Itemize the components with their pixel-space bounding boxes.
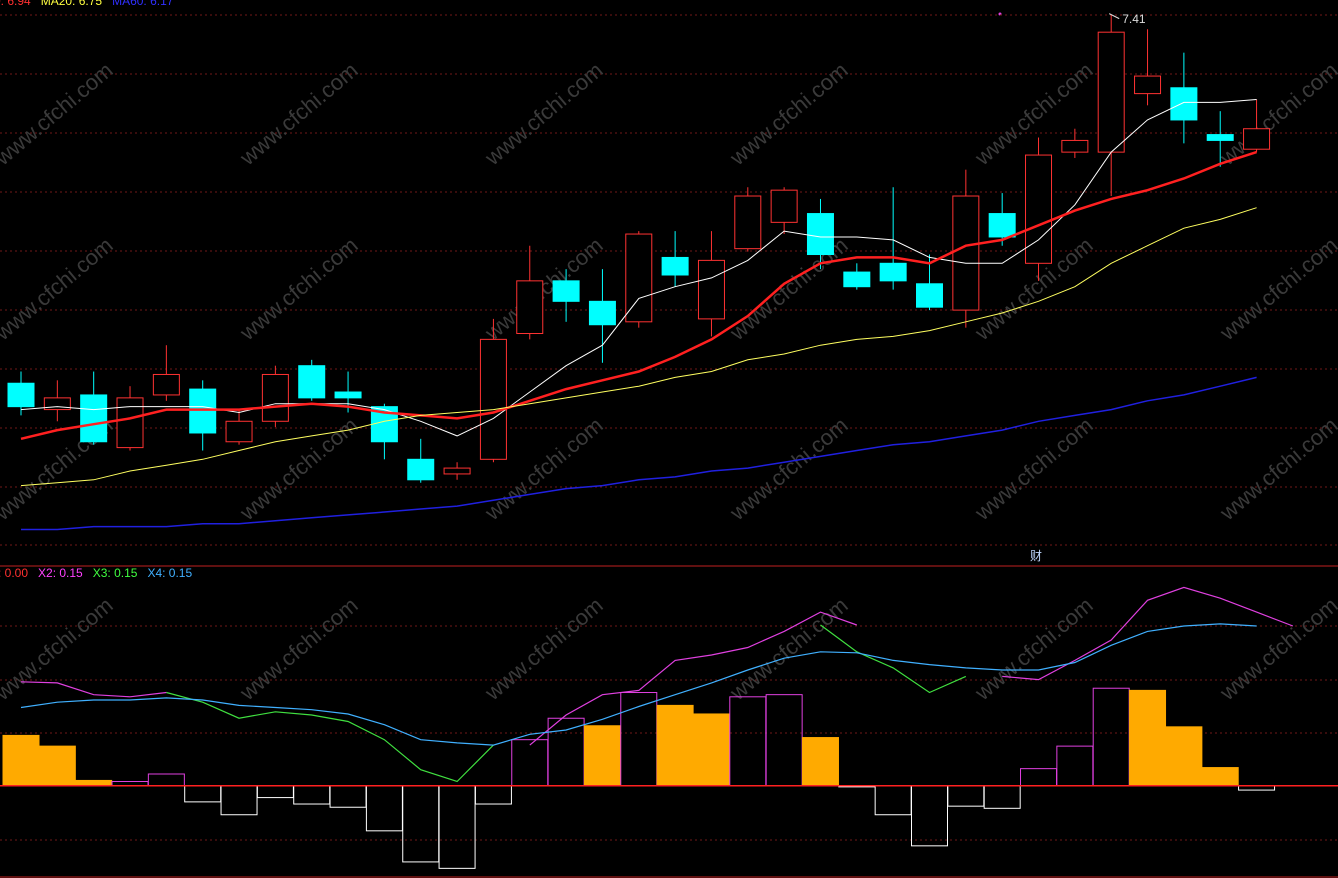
candle-body: [407, 458, 435, 481]
histogram-bar: [1201, 767, 1239, 787]
histogram-bar: [1129, 689, 1167, 787]
candle-body: [952, 195, 980, 311]
candle-body: [552, 280, 580, 302]
histogram-bar: [583, 725, 621, 787]
legend-entry: X2: 0.15: [38, 566, 83, 580]
indicator-line: [20, 623, 1257, 746]
candle-body: [43, 397, 71, 411]
legend-entry: 0: 6.94: [0, 0, 31, 8]
ma-line: [20, 207, 1257, 487]
candle-body: [1170, 87, 1198, 121]
histogram-bar: [656, 704, 694, 787]
candle-body: [116, 397, 144, 449]
ma-line: [21, 376, 1257, 531]
candle-body: [516, 280, 544, 335]
candle-body: [988, 213, 1016, 238]
candle-body: [1243, 128, 1271, 150]
candle-body: [697, 259, 725, 320]
finance-mark: 财: [1030, 549, 1042, 563]
histogram-bar: [1165, 726, 1203, 787]
candle-body: [152, 373, 180, 396]
candle-body: [443, 467, 471, 475]
candle-body: [916, 283, 943, 308]
legend-entry: : 0.00: [0, 566, 28, 580]
histogram-bar: [75, 779, 113, 787]
ma-line: [20, 150, 1257, 441]
high-label: 7.41: [1122, 12, 1146, 26]
histogram-bar: [38, 745, 76, 787]
candle-body: [225, 420, 253, 443]
candle-body: [7, 382, 35, 408]
candle-body: [298, 365, 326, 399]
candle-body: [806, 213, 834, 256]
candle-body: [734, 195, 762, 250]
candle-body: [1097, 31, 1125, 153]
histogram-bar: [2, 734, 40, 787]
candle-body: [843, 271, 871, 288]
high-pointer: [1108, 13, 1120, 20]
legend-entry: MA60: 6.17: [112, 0, 174, 8]
candle-body: [1061, 139, 1089, 153]
candle-body: [1025, 154, 1053, 264]
candle-body: [80, 394, 108, 443]
histogram-bar: [801, 737, 839, 787]
legend-entry: X3: 0.15: [93, 566, 138, 580]
histogram-bar: [692, 713, 730, 787]
legend-entry: X4: 0.15: [147, 566, 192, 580]
candle-body: [661, 256, 689, 276]
candle-body: [1206, 134, 1234, 141]
candle-body: [261, 373, 289, 422]
candle-body: [189, 388, 217, 434]
candle-body: [1134, 75, 1162, 95]
legend-entry: MA20: 6.75: [41, 0, 103, 8]
candle-body: [334, 391, 362, 399]
candle-body: [770, 189, 798, 223]
candle-body: [879, 262, 907, 282]
indicator-line: [20, 586, 1294, 746]
candle-body: [479, 338, 507, 460]
indicator-line: [166, 624, 967, 783]
candle-body: [588, 300, 616, 326]
candle-body: [625, 233, 653, 323]
